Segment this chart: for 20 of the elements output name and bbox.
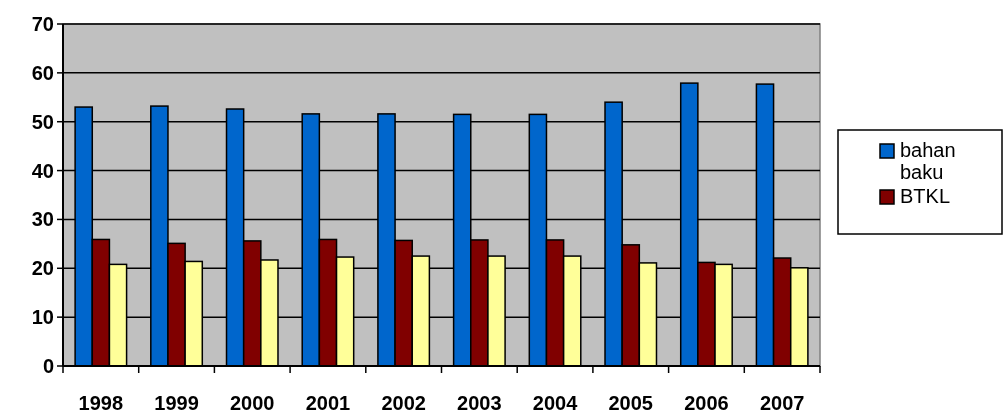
x-tick-label: 1999 [154, 392, 199, 414]
x-tick-label: 2004 [532, 392, 579, 414]
legend-label: BTKL [900, 185, 951, 207]
x-tick-label: 2007 [759, 392, 805, 414]
x-tick-label: 2000 [230, 392, 275, 414]
legend-label: bahan baku [900, 139, 956, 183]
y-tick-label: 10 [31, 306, 54, 329]
y-tick-label: 50 [31, 110, 54, 133]
x-tick-label: 2001 [305, 392, 351, 414]
x-tick-label: 2002 [381, 392, 426, 414]
y-tick-label: 60 [31, 61, 54, 84]
x-tick-label: 2005 [608, 392, 653, 414]
y-tick-label: 70 [31, 13, 54, 35]
x-tick-label: 2003 [457, 392, 502, 414]
y-tick-label: 0 [42, 355, 54, 377]
x-tick-label: 2006 [684, 392, 729, 414]
y-tick-label: 20 [31, 257, 54, 280]
y-tick-label: 30 [31, 208, 54, 231]
x-tick-label: 1998 [78, 392, 124, 414]
y-tick-label: 40 [31, 159, 54, 182]
